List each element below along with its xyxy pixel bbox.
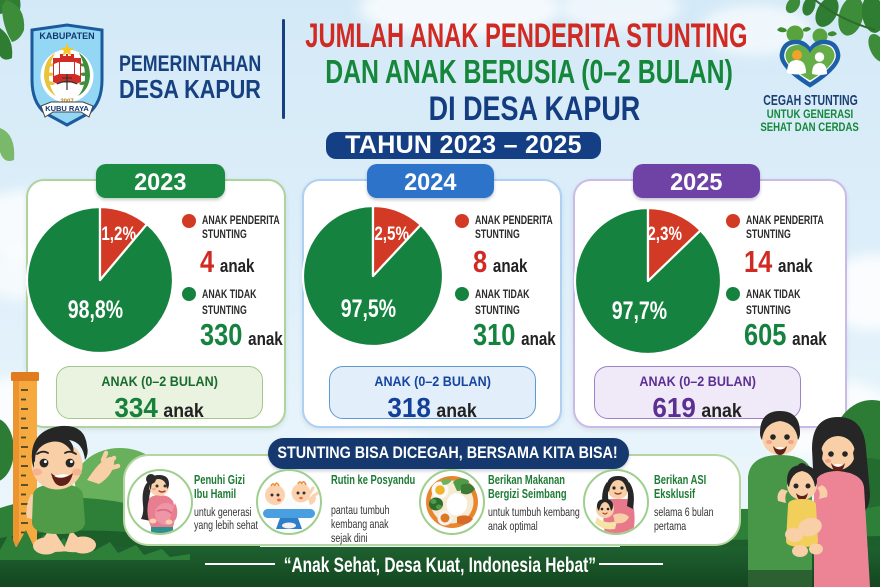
svg-text:KABUPATEN: KABUPATEN	[39, 31, 94, 41]
svg-text:KUBU RAYA: KUBU RAYA	[45, 104, 89, 113]
